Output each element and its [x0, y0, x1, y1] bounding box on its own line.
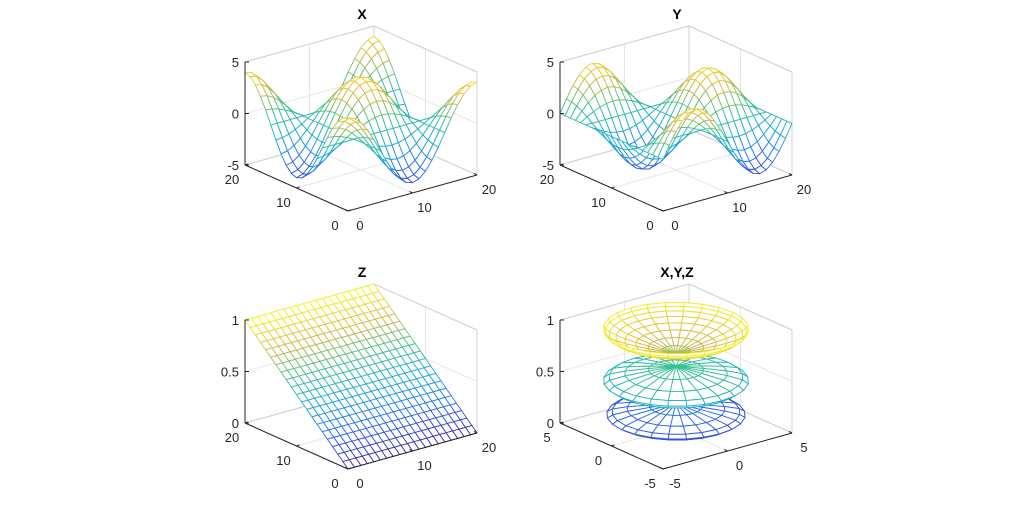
- mesh-cell: [650, 432, 670, 440]
- mesh-cell: [667, 322, 683, 331]
- mesh-cell: [667, 433, 687, 440]
- mesh-cell: [582, 85, 596, 104]
- mesh-cell: [458, 85, 471, 95]
- y-tick: [662, 467, 667, 470]
- y-tick-label: 20: [225, 430, 239, 445]
- x-tick-label: 20: [482, 440, 496, 455]
- subplot-title: Z: [358, 264, 367, 280]
- mesh-cell: [351, 99, 364, 118]
- mesh-surface: [244, 35, 478, 184]
- mesh-cell: [779, 120, 793, 139]
- z-tick-label: 5: [232, 55, 239, 70]
- y-tick-label: 0: [646, 218, 653, 233]
- z-tick-label: 0: [232, 416, 239, 431]
- z-tick-label: -5: [542, 158, 554, 173]
- box-edge: [373, 283, 478, 331]
- z-tick-label: -5: [227, 158, 239, 173]
- mesh-cell: [666, 316, 684, 324]
- x-tick-label: 0: [736, 458, 743, 473]
- mesh-cell: [664, 302, 685, 307]
- x-tick-label: 10: [417, 200, 431, 215]
- y-tick-label: 20: [540, 172, 554, 187]
- x-tick: [659, 467, 664, 470]
- z-tick-label: 0.5: [536, 365, 554, 380]
- z-tick-label: 5: [547, 55, 554, 70]
- mesh-cell: [364, 58, 377, 77]
- box-edge: [559, 283, 690, 321]
- z-tick-label: 1: [547, 313, 554, 328]
- grid-line: [611, 151, 741, 189]
- x-tick-label: 0: [356, 476, 363, 491]
- x-tick: [788, 431, 793, 434]
- y-tick: [611, 444, 615, 447]
- y-tick: [347, 209, 352, 212]
- y-tick-label: 10: [276, 195, 290, 210]
- x-tick-label: 20: [797, 182, 811, 197]
- subplot-title: X: [357, 6, 367, 22]
- mesh-cell: [667, 400, 688, 407]
- subplot-title: Y: [672, 6, 682, 22]
- box-edge: [559, 25, 690, 63]
- mesh-cell: [664, 305, 685, 312]
- x-tick: [344, 209, 349, 212]
- box-edge: [688, 25, 793, 73]
- x-tick: [724, 449, 728, 452]
- y-tick-label: -5: [644, 476, 656, 491]
- x-tick-label: 10: [417, 458, 431, 473]
- y-tick: [662, 209, 667, 212]
- mesh-cell: [668, 425, 687, 435]
- z-tick-label: 0: [232, 107, 239, 122]
- x-tick: [344, 467, 349, 470]
- x-tick-label: 0: [356, 218, 363, 233]
- y-tick: [296, 186, 300, 189]
- mesh-cell: [698, 90, 712, 109]
- x-tick: [409, 191, 413, 194]
- y-tick-label: 10: [591, 195, 605, 210]
- y-tick-label: 5: [543, 430, 550, 445]
- mesh-surface: [603, 302, 749, 441]
- y-tick-label: 0: [331, 218, 338, 233]
- z-tick-label: 0: [547, 107, 554, 122]
- mesh-surface: [559, 62, 793, 175]
- y-tick-label: 0: [331, 476, 338, 491]
- x-tick-label: 5: [800, 440, 807, 455]
- mesh-cell: [249, 76, 263, 86]
- subplot-title: X,Y,Z: [660, 264, 694, 280]
- mesh-cell: [667, 353, 688, 357]
- x-tick: [659, 209, 664, 212]
- x-tick: [473, 173, 478, 176]
- y-tick: [347, 467, 352, 470]
- z-tick-label: 0.5: [221, 365, 239, 380]
- mesh-cell: [676, 112, 690, 122]
- x-tick-label: 10: [732, 200, 746, 215]
- mesh-cell: [668, 390, 687, 402]
- mesh-cell: [342, 117, 355, 119]
- mesh-cell: [665, 310, 684, 318]
- y-tick-label: 0: [595, 453, 602, 468]
- x-tick-label: 20: [482, 182, 496, 197]
- box-edge: [244, 25, 375, 63]
- x-tick: [788, 173, 793, 176]
- z-tick-label: 0: [547, 416, 554, 431]
- box-edge: [373, 25, 478, 73]
- x-tick: [724, 191, 728, 194]
- y-tick-label: 20: [225, 172, 239, 187]
- mesh-cell: [685, 398, 706, 407]
- x-tick: [409, 449, 413, 452]
- box-edge: [688, 283, 793, 331]
- y-tick: [611, 186, 615, 189]
- x-tick: [473, 431, 478, 434]
- mesh-surface: [244, 283, 478, 470]
- y-tick: [296, 444, 300, 447]
- mesh-cell: [649, 398, 669, 407]
- z-tick-label: 1: [232, 313, 239, 328]
- y-tick-label: 10: [276, 453, 290, 468]
- x-tick-label: -5: [669, 476, 681, 491]
- x-tick-label: 0: [671, 218, 678, 233]
